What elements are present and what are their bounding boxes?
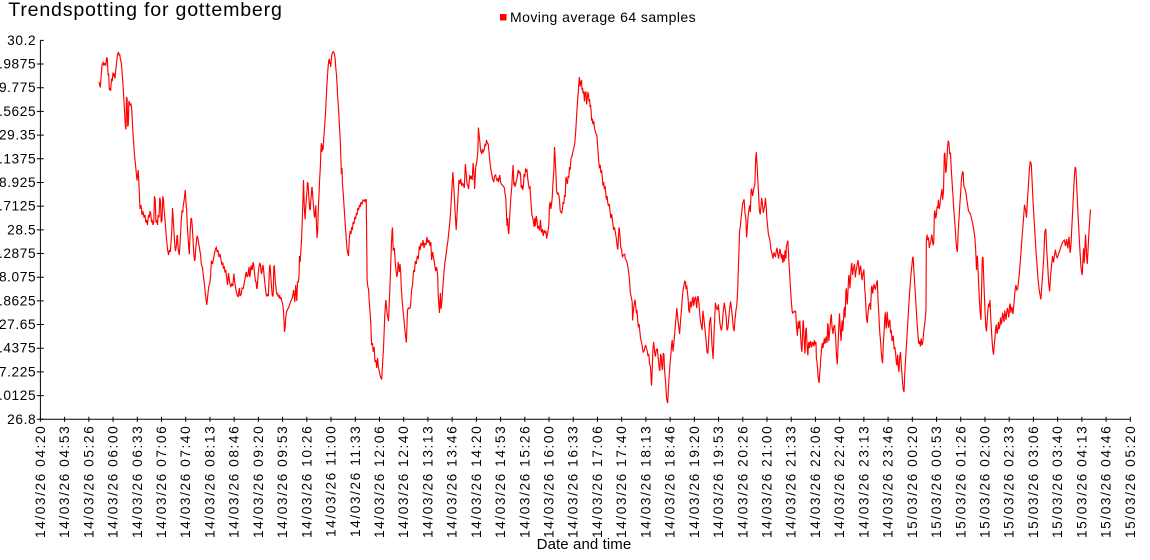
svg-text:Trendspotting for gottemberg: Trendspotting for gottemberg [8, 0, 282, 21]
svg-text:27.4375: 27.4375 [0, 341, 36, 356]
svg-text:14/03/26 13:46: 14/03/26 13:46 [445, 425, 460, 538]
svg-text:27.65: 27.65 [0, 317, 36, 332]
svg-text:14/03/26 12:06: 14/03/26 12:06 [372, 425, 387, 538]
svg-text:Date and time: Date and time [537, 536, 632, 553]
svg-text:14/03/26 09:53: 14/03/26 09:53 [275, 425, 290, 538]
svg-text:14/03/26 19:20: 14/03/26 19:20 [687, 425, 702, 538]
svg-text:14/03/26 19:53: 14/03/26 19:53 [711, 425, 726, 538]
svg-text:15/03/26 00:20: 15/03/26 00:20 [905, 425, 920, 538]
svg-text:14/03/26 06:00: 14/03/26 06:00 [106, 425, 121, 538]
svg-text:27.0125: 27.0125 [0, 388, 36, 403]
svg-text:29.35: 29.35 [0, 128, 36, 143]
svg-text:15/03/26 03:40: 15/03/26 03:40 [1050, 425, 1065, 538]
svg-text:14/03/26 04:20: 14/03/26 04:20 [33, 425, 48, 538]
svg-text:14/03/26 15:26: 14/03/26 15:26 [517, 425, 532, 538]
svg-text:14/03/26 16:33: 14/03/26 16:33 [566, 425, 581, 538]
svg-text:30.2: 30.2 [7, 33, 36, 48]
svg-text:27.225: 27.225 [0, 364, 36, 379]
svg-text:14/03/26 11:00: 14/03/26 11:00 [324, 425, 339, 537]
svg-text:29.1375: 29.1375 [0, 151, 36, 166]
svg-text:15/03/26 05:20: 15/03/26 05:20 [1123, 425, 1138, 538]
svg-text:14/03/26 18:46: 14/03/26 18:46 [663, 425, 678, 538]
svg-text:15/03/26 02:33: 15/03/26 02:33 [1002, 425, 1017, 538]
svg-text:27.8625: 27.8625 [0, 293, 36, 308]
svg-text:15/03/26 01:26: 15/03/26 01:26 [953, 425, 968, 538]
svg-text:29.9875: 29.9875 [0, 57, 36, 72]
svg-text:28.5: 28.5 [7, 222, 36, 237]
svg-text:14/03/26 17:06: 14/03/26 17:06 [590, 425, 605, 538]
svg-text:26.8: 26.8 [7, 412, 36, 427]
svg-text:14/03/26 10:26: 14/03/26 10:26 [299, 425, 314, 538]
svg-text:14/03/26 08:13: 14/03/26 08:13 [202, 425, 217, 538]
svg-text:29.775: 29.775 [0, 80, 36, 95]
svg-text:15/03/26 04:13: 15/03/26 04:13 [1074, 425, 1089, 538]
svg-text:14/03/26 14:20: 14/03/26 14:20 [469, 425, 484, 538]
svg-text:28.2875: 28.2875 [0, 246, 36, 261]
svg-text:14/03/26 07:06: 14/03/26 07:06 [154, 425, 169, 538]
svg-text:Moving average 64 samples: Moving average 64 samples [510, 9, 696, 25]
svg-text:14/03/26 08:46: 14/03/26 08:46 [227, 425, 242, 538]
svg-text:28.925: 28.925 [0, 175, 36, 190]
svg-text:14/03/26 16:00: 14/03/26 16:00 [542, 425, 557, 538]
svg-text:14/03/26 23:13: 14/03/26 23:13 [856, 425, 871, 538]
svg-text:14/03/26 18:13: 14/03/26 18:13 [638, 425, 653, 538]
svg-text:14/03/26 20:26: 14/03/26 20:26 [735, 425, 750, 538]
svg-text:14/03/26 13:13: 14/03/26 13:13 [420, 425, 435, 538]
svg-text:15/03/26 02:00: 15/03/26 02:00 [977, 425, 992, 538]
svg-text:14/03/26 23:46: 14/03/26 23:46 [881, 425, 896, 538]
svg-text:29.5625: 29.5625 [0, 104, 36, 119]
svg-text:14/03/26 21:33: 14/03/26 21:33 [784, 425, 799, 538]
svg-text:14/03/26 09:20: 14/03/26 09:20 [251, 425, 266, 538]
svg-text:14/03/26 06:33: 14/03/26 06:33 [130, 425, 145, 538]
svg-text:14/03/26 17:40: 14/03/26 17:40 [614, 425, 629, 538]
svg-text:14/03/26 22:40: 14/03/26 22:40 [832, 425, 847, 538]
svg-text:15/03/26 03:06: 15/03/26 03:06 [1026, 425, 1041, 538]
svg-text:15/03/26 04:46: 15/03/26 04:46 [1099, 425, 1114, 538]
svg-text:14/03/26 21:00: 14/03/26 21:00 [760, 425, 775, 538]
svg-text:14/03/26 14:53: 14/03/26 14:53 [493, 425, 508, 538]
svg-text:14/03/26 07:40: 14/03/26 07:40 [178, 425, 193, 538]
svg-text:14/03/26 12:40: 14/03/26 12:40 [396, 425, 411, 538]
svg-text:15/03/26 00:53: 15/03/26 00:53 [929, 425, 944, 538]
svg-text:28.7125: 28.7125 [0, 199, 36, 214]
svg-text:14/03/26 11:33: 14/03/26 11:33 [348, 425, 363, 537]
svg-text:28.075: 28.075 [0, 270, 36, 285]
svg-text:14/03/26 22:06: 14/03/26 22:06 [808, 425, 823, 538]
svg-text:14/03/26 04:53: 14/03/26 04:53 [57, 425, 72, 538]
svg-text:14/03/26 05:26: 14/03/26 05:26 [81, 425, 96, 538]
